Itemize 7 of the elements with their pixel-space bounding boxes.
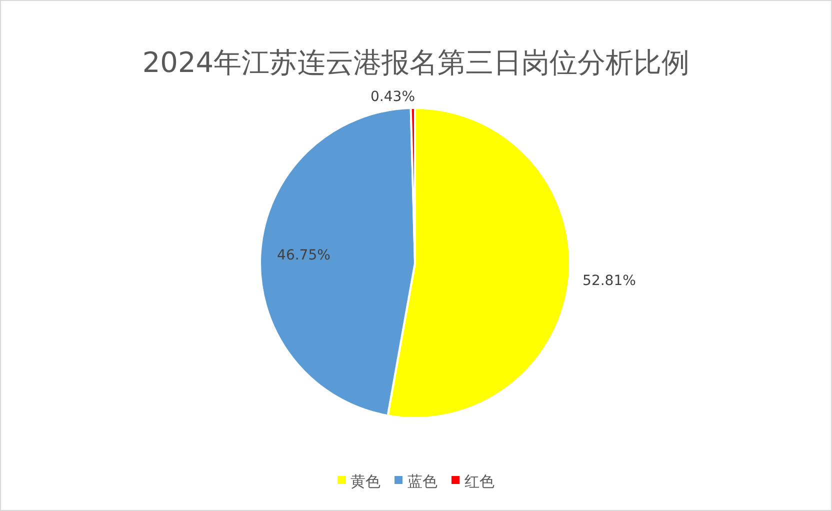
legend-label: 蓝色 <box>408 472 438 490</box>
data-label: 52.81% <box>582 273 636 290</box>
legend-label: 红色 <box>464 472 494 490</box>
chart-title: 2024年江苏连云港报名第三日岗位分析比例 <box>142 46 690 79</box>
legend-label: 黄色 <box>350 472 380 490</box>
data-label: 0.43% <box>370 88 415 105</box>
data-label: 46.75% <box>277 248 330 264</box>
